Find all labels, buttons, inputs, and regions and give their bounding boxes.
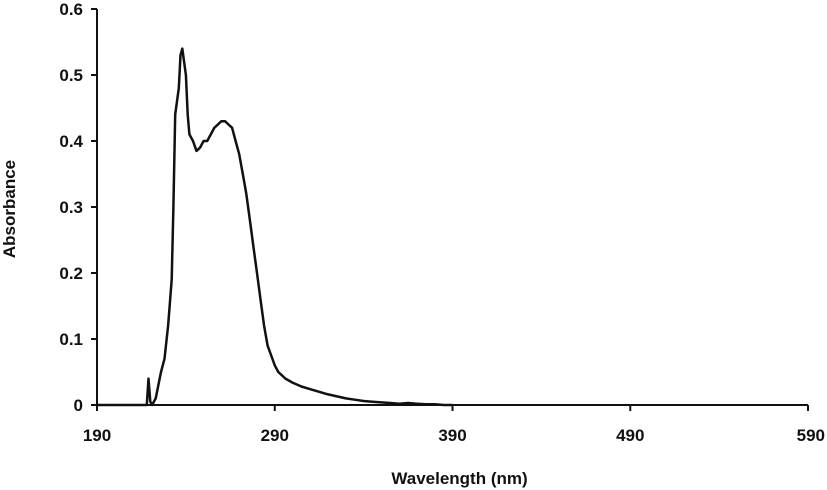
x-tick-labels: 190 290 390 490 590 xyxy=(83,426,825,445)
x-tick-label: 590 xyxy=(797,426,825,445)
y-tick-label: 0.4 xyxy=(59,132,83,151)
y-tick-label: 0.1 xyxy=(59,330,83,349)
x-axis-label: Wavelength (nm) xyxy=(391,469,527,488)
y-tick-label: 0.2 xyxy=(59,264,83,283)
x-tick-label: 490 xyxy=(616,426,644,445)
x-tick-label: 290 xyxy=(261,426,289,445)
x-tick-label: 190 xyxy=(83,426,111,445)
absorbance-series-line xyxy=(97,47,453,407)
tick-marks xyxy=(91,8,809,411)
x-tick-label: 390 xyxy=(438,426,466,445)
y-tick-label: 0.3 xyxy=(59,198,83,217)
y-tick-label: 0.5 xyxy=(59,66,83,85)
y-axis-label: Absorbance xyxy=(0,160,19,258)
y-tick-labels: 0 0.1 0.2 0.3 0.4 0.5 0.6 xyxy=(59,0,83,415)
y-tick-label: 0 xyxy=(74,396,83,415)
y-tick-label: 0.6 xyxy=(59,0,83,19)
